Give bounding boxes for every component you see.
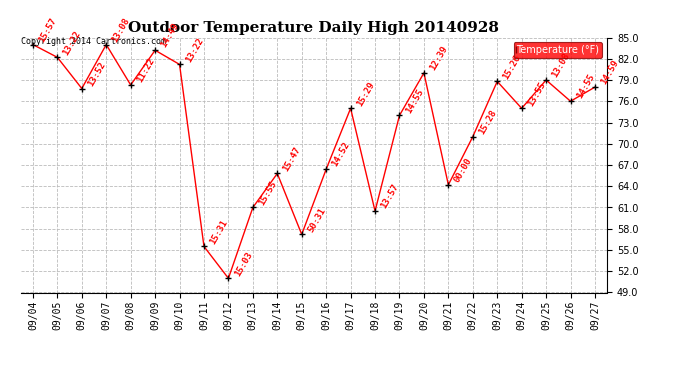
Text: 50:31: 50:31: [306, 206, 327, 234]
Text: 15:31: 15:31: [208, 218, 229, 246]
Text: 15:03: 15:03: [233, 250, 254, 278]
Text: 15:28: 15:28: [477, 108, 498, 136]
Text: 13:22: 13:22: [61, 29, 83, 57]
Text: 13:22: 13:22: [184, 36, 205, 64]
Text: 13:57: 13:57: [380, 183, 400, 210]
Text: 15:26: 15:26: [502, 53, 522, 81]
Text: 13:52: 13:52: [86, 60, 107, 88]
Text: 14:55: 14:55: [404, 87, 425, 115]
Text: 11:22: 11:22: [135, 56, 156, 84]
Text: 13:08: 13:08: [110, 16, 132, 44]
Text: 12:39: 12:39: [428, 44, 449, 72]
Legend: Temperature (°F): Temperature (°F): [513, 42, 602, 58]
Text: Copyright 2014 Cartronics.com: Copyright 2014 Cartronics.com: [21, 38, 166, 46]
Text: 00:00: 00:00: [453, 156, 474, 184]
Text: 13:08: 13:08: [550, 51, 571, 79]
Text: 14:59: 14:59: [599, 58, 620, 86]
Text: 14:52: 14:52: [331, 141, 352, 168]
Text: 14:49: 14:49: [159, 22, 181, 50]
Title: Outdoor Temperature Daily High 20140928: Outdoor Temperature Daily High 20140928: [128, 21, 500, 35]
Text: 13:55: 13:55: [526, 80, 547, 108]
Text: 15:29: 15:29: [355, 80, 376, 108]
Text: 15:57: 15:57: [37, 16, 59, 44]
Text: 14:55: 14:55: [575, 73, 596, 100]
Text: 15:47: 15:47: [282, 145, 303, 173]
Text: 15:55: 15:55: [257, 179, 278, 207]
